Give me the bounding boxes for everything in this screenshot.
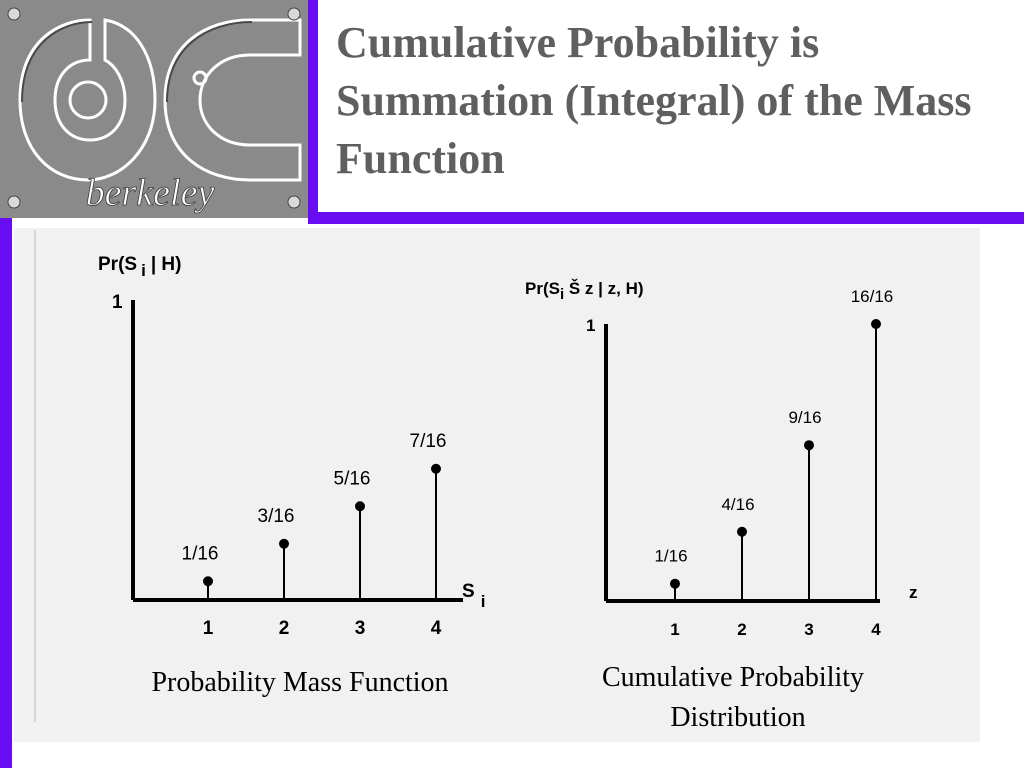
berkeley-logo: berkeley	[0, 0, 314, 218]
chart2-data-label: 4/16	[721, 495, 754, 514]
chart2-x-tick-label: 3	[804, 620, 813, 639]
chart1-point	[431, 463, 441, 474]
chart1-point	[355, 501, 365, 512]
chart1-x-tick-label: 1	[203, 618, 214, 639]
chart2-x-tick-label: 4	[871, 620, 881, 639]
panel-divider	[34, 230, 36, 722]
chart1-data-label: 5/16	[334, 468, 371, 489]
chart1-point	[279, 538, 289, 549]
chart1-x-tick-label: 3	[355, 618, 366, 639]
chart1-data-label: 1/16	[182, 543, 219, 564]
chart2-point	[670, 578, 680, 589]
chart2-x-tick-label: 1	[670, 620, 679, 639]
chart2-data-label: 1/16	[654, 547, 687, 566]
chart2-point	[871, 319, 881, 329]
chart1-caption: Probability Mass Function	[151, 667, 448, 698]
chart2-point	[804, 440, 814, 451]
chart1-data-label: 7/16	[410, 431, 447, 452]
chart2-caption-line1: Cumulative Probability	[602, 662, 864, 693]
chart2-data-label: 9/16	[788, 408, 821, 427]
chart2-y-top-tick: 1	[586, 316, 595, 335]
chart2-x-tick-label: 2	[737, 620, 746, 639]
chart2-xlabel: z	[909, 583, 918, 602]
accent-bar-vertical-left	[0, 218, 12, 768]
chart1-y-top-tick: 1	[112, 292, 123, 313]
chart1-point	[203, 576, 213, 587]
content-panel	[14, 228, 980, 742]
slide-title: Cumulative Probability is Summation (Int…	[336, 18, 972, 183]
chart1-x-tick-label: 2	[279, 618, 290, 639]
chart1-x-tick-label: 4	[431, 618, 442, 639]
chart2-point	[737, 526, 747, 537]
chart2-ylabel: Pr(Si Š z | z, H)	[525, 279, 644, 303]
accent-bar-horizontal	[314, 212, 1024, 224]
chart2-data-label: 16/16	[851, 287, 894, 306]
accent-bar-vertical-top	[308, 0, 318, 224]
chart1-data-label: 3/16	[258, 506, 295, 527]
chart1-ylabel: Pr(S i | H)	[98, 254, 181, 280]
logo-text: berkeley	[86, 172, 215, 214]
chart2-caption-line2: Distribution	[670, 702, 805, 733]
